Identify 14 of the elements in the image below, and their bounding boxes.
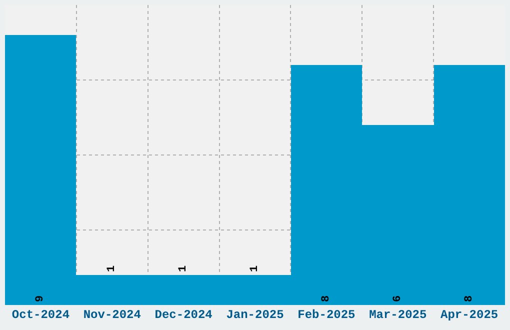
x-tick-label: Dec-2024 — [154, 308, 212, 322]
x-tick-label: Mar-2025 — [369, 308, 427, 322]
data-label: 8 — [320, 295, 332, 302]
data-label: 1 — [178, 265, 190, 272]
data-label: 1 — [249, 265, 261, 272]
data-label: 6 — [392, 295, 404, 302]
x-tick-label: Feb-2025 — [298, 308, 356, 322]
x-tick-label: Jan-2025 — [226, 308, 284, 322]
data-label: 1 — [106, 265, 118, 272]
data-label: 9 — [34, 295, 46, 302]
x-tick-label: Apr-2025 — [440, 308, 498, 322]
x-tick-label: Oct-2024 — [12, 308, 70, 322]
x-tick-label: Nov-2024 — [83, 308, 141, 322]
data-label: 8 — [464, 295, 476, 302]
